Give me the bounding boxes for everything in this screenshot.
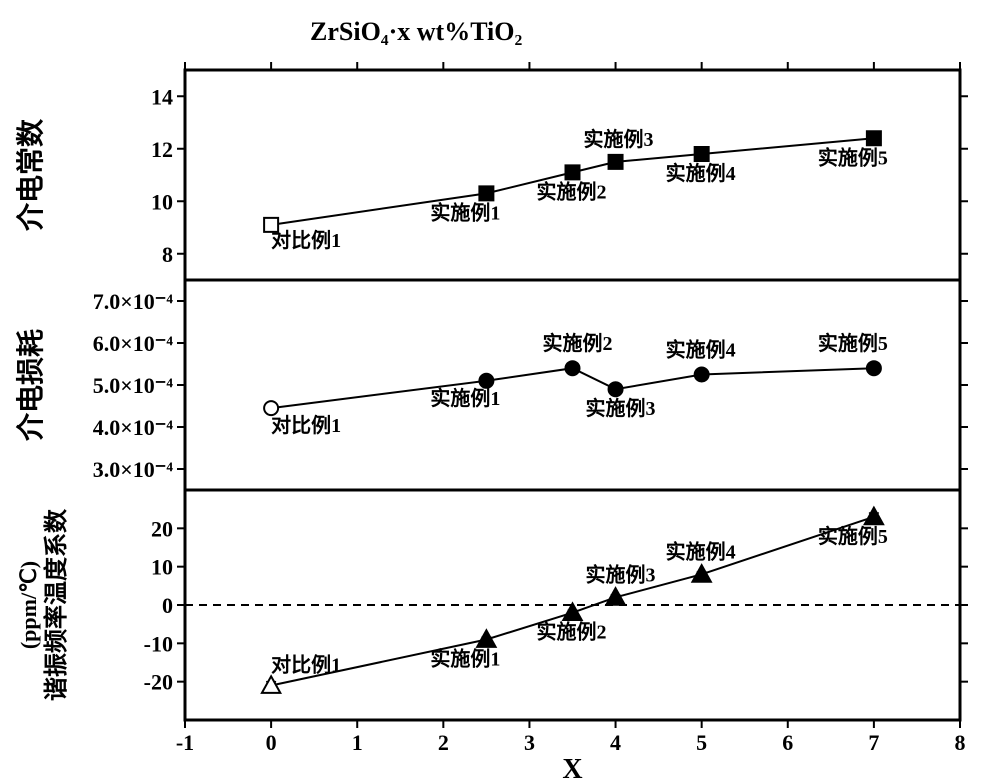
ytick-label: -20 <box>144 670 173 695</box>
dielectric_loss-marker <box>566 361 580 375</box>
point-label: 实施例2 <box>537 620 607 644</box>
xtick-label: 1 <box>352 730 363 755</box>
xtick-label: 2 <box>438 730 449 755</box>
point-label: 实施例2 <box>537 179 607 203</box>
dielectric_loss-marker <box>695 368 709 382</box>
y-axis-sublabel: (ppm/℃) <box>16 561 41 649</box>
xtick-label: 3 <box>524 730 535 755</box>
dielectric_constant-marker <box>695 147 709 161</box>
dielectric_loss-marker <box>479 374 493 388</box>
dielectric_constant-marker <box>609 155 623 169</box>
ytick-label: 20 <box>151 516 173 541</box>
dielectric_constant-marker <box>867 131 881 145</box>
point-label: 实施例3 <box>584 127 654 151</box>
dielectric_loss-marker <box>609 382 623 396</box>
point-label: 实施例5 <box>818 331 888 355</box>
point-label: 实施例3 <box>586 396 656 420</box>
ytick-label: 7.0×10⁻⁴ <box>93 289 174 314</box>
ytick-label: 8 <box>162 242 173 267</box>
xtick-label: 5 <box>696 730 707 755</box>
point-label: 实施例5 <box>818 145 888 169</box>
y-axis-label: 介电常数 <box>15 118 47 232</box>
point-label: 实施例1 <box>430 647 500 671</box>
ytick-label: 4.0×10⁻⁴ <box>93 415 174 440</box>
ytick-label: 5.0×10⁻⁴ <box>93 373 174 398</box>
chart-root: ZrSiO₄·x wt%TiO₂8101214介电常数对比例1实施例1实施例2实… <box>0 0 1000 781</box>
ytick-label: 6.0×10⁻⁴ <box>93 331 174 356</box>
xtick-label: 8 <box>955 730 966 755</box>
ytick-label: 14 <box>151 84 173 109</box>
ytick-label: -10 <box>144 631 173 656</box>
y-axis-label: 介电损耗 <box>15 329 47 442</box>
svg-text:ZrSiO₄·x wt%TiO₂: ZrSiO₄·x wt%TiO₂ <box>310 17 523 46</box>
dielectric_constant-marker <box>566 165 580 179</box>
dielectric_constant-marker <box>479 186 493 200</box>
point-label: 实施例1 <box>430 200 500 224</box>
point-label: 对比例1 <box>271 228 341 252</box>
dielectric_loss-marker <box>867 361 881 375</box>
point-label: 实施例4 <box>666 161 736 185</box>
point-label: 对比例1 <box>271 413 341 437</box>
point-label: 实施例3 <box>586 562 656 586</box>
ytick-label: 10 <box>151 189 173 214</box>
xtick-label: 6 <box>782 730 793 755</box>
y-axis-label: 谐振频率温度系数 <box>42 508 70 701</box>
point-label: 实施例1 <box>430 386 500 410</box>
ytick-label: 10 <box>151 555 173 580</box>
point-label: 实施例4 <box>666 338 736 362</box>
xtick-label: 0 <box>266 730 277 755</box>
point-label: 对比例1 <box>271 653 341 677</box>
xtick-label: 7 <box>868 730 879 755</box>
ytick-label: 12 <box>151 137 173 162</box>
point-label: 实施例2 <box>543 331 613 355</box>
x-axis-label: X <box>562 754 582 781</box>
ytick-label: 0 <box>162 593 173 618</box>
point-label: 实施例5 <box>818 524 888 548</box>
xtick-label: -1 <box>176 730 194 755</box>
ytick-label: 3.0×10⁻⁴ <box>93 457 174 482</box>
dielectric_loss-marker <box>264 401 278 415</box>
xtick-label: 4 <box>610 730 621 755</box>
point-label: 实施例4 <box>666 539 736 563</box>
